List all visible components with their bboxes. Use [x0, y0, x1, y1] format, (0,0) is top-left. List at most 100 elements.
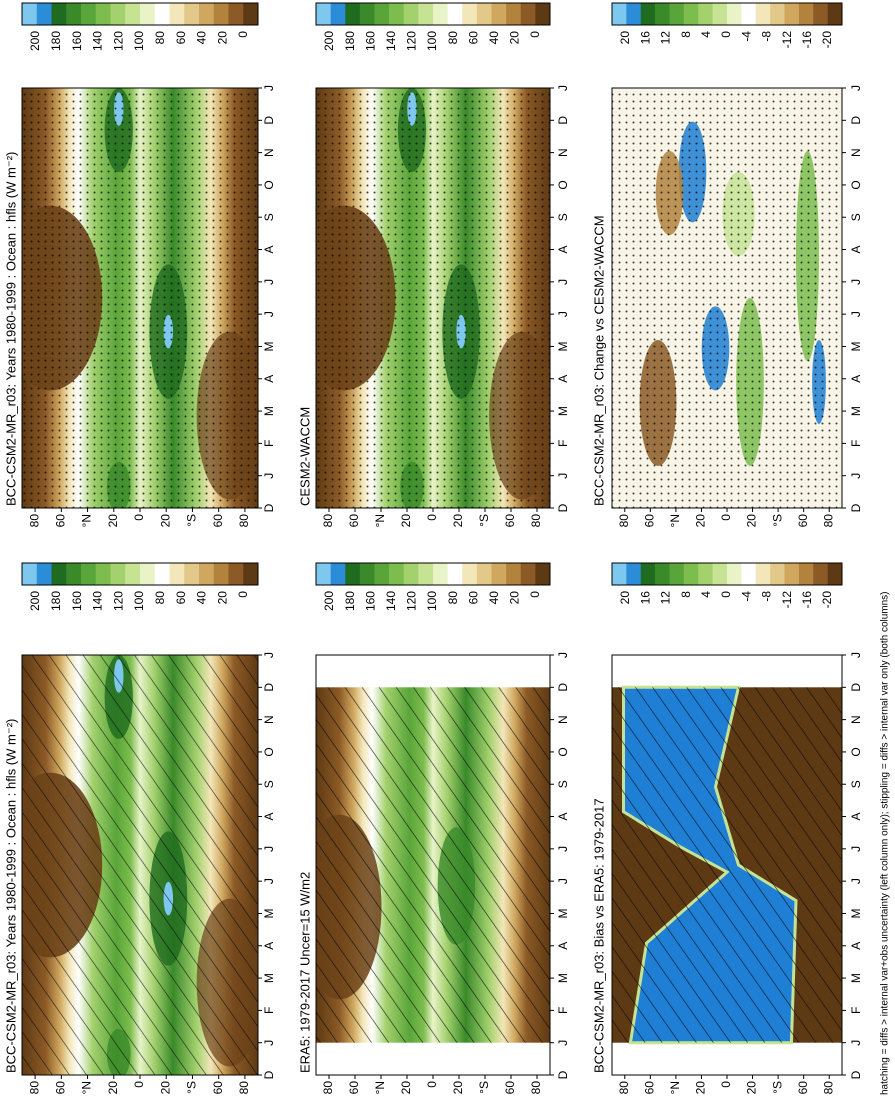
- colorbar-swatch: [813, 563, 828, 585]
- field: [22, 655, 258, 1075]
- month-label: O: [556, 180, 570, 189]
- colorbar-swatch: [228, 563, 244, 585]
- colorbar-label: 16: [638, 31, 652, 45]
- colorbar-label: 8: [679, 31, 693, 38]
- colorbar-swatch: [741, 3, 757, 25]
- panel-title: BCC-CSM2-MR_r03: Years 1980-1999 : Ocean…: [3, 152, 18, 506]
- lat-label: 80: [27, 514, 41, 528]
- lat-label: 80: [237, 1081, 251, 1095]
- lat-label: 20: [158, 1081, 172, 1095]
- colorbar-swatch: [626, 563, 642, 585]
- month-label: A: [556, 375, 570, 383]
- colorbar-label: 20: [215, 31, 229, 45]
- month-label: J: [556, 1040, 570, 1046]
- colorbar-label: 140: [384, 31, 398, 51]
- colorbar-label: 180: [343, 31, 357, 51]
- colorbar-swatch: [213, 563, 229, 585]
- colorbar-swatch: [612, 3, 627, 25]
- colorbar-swatch: [403, 3, 419, 25]
- colorbar-swatch: [655, 3, 670, 25]
- month-label: M: [262, 908, 276, 918]
- month-label: F: [849, 1007, 863, 1014]
- colorbar-swatch: [727, 563, 742, 585]
- colorbar-swatch: [784, 563, 800, 585]
- month-label: J: [849, 279, 863, 285]
- month-label: A: [849, 813, 863, 821]
- month-label: D: [262, 683, 276, 692]
- colorbar-swatch: [520, 563, 536, 585]
- colorbar-label: -20: [820, 31, 834, 49]
- colorbar-swatch: [727, 3, 742, 25]
- lat-label: 60: [643, 1081, 657, 1095]
- field: [22, 88, 258, 508]
- lat-label: 80: [529, 514, 543, 528]
- lat-label: °S: [185, 514, 199, 527]
- month-label: J: [556, 846, 570, 852]
- colorbar-swatch: [51, 3, 67, 25]
- colorbar-swatch: [433, 563, 448, 585]
- colorbar-swatch: [243, 563, 259, 585]
- month-label: M: [556, 908, 570, 918]
- colorbar-swatch: [476, 3, 492, 25]
- colorbar-label: 180: [49, 31, 63, 51]
- month-label: D: [849, 503, 863, 512]
- lat-label: 0: [425, 514, 439, 521]
- colorbar-swatch: [199, 3, 215, 25]
- colorbar-swatch: [433, 3, 448, 25]
- lat-label: 80: [617, 514, 631, 528]
- month-label: O: [262, 747, 276, 756]
- overlay: [612, 88, 842, 508]
- month-label: J: [262, 652, 276, 658]
- colorbar-swatch: [683, 563, 699, 585]
- month-label: D: [556, 683, 570, 692]
- month-label: D: [262, 1070, 276, 1079]
- lat-label: 80: [821, 514, 835, 528]
- month-label: S: [262, 213, 276, 221]
- month-label: J: [556, 279, 570, 285]
- colorbar-label: 60: [174, 31, 188, 45]
- lat-label: °N: [80, 514, 94, 527]
- month-label: J: [262, 473, 276, 479]
- colorbar-label: 40: [195, 591, 209, 605]
- month-label: J: [849, 846, 863, 852]
- lat-label: 60: [503, 1081, 517, 1095]
- colorbar-swatch: [330, 563, 346, 585]
- colorbar-label: 200: [322, 31, 336, 51]
- colorbar-label: 160: [70, 591, 84, 611]
- lat-label: °S: [185, 1081, 199, 1094]
- month-label: J: [262, 85, 276, 91]
- colorbar-swatch: [626, 3, 642, 25]
- overlay: [22, 88, 258, 508]
- field: [612, 88, 842, 508]
- colorbar-label: 8: [679, 591, 693, 598]
- month-label: M: [849, 973, 863, 983]
- panel: 200 180 160 140 120 100 80 60 40 20 0BCC-CSM2-MR_r…: [3, 2, 276, 528]
- month-label: J: [556, 473, 570, 479]
- month-label: A: [262, 375, 276, 383]
- month-label: N: [262, 148, 276, 157]
- colorbar-label: 40: [487, 31, 501, 45]
- field: [316, 655, 550, 1075]
- month-label: J: [849, 878, 863, 884]
- month-label: J: [262, 878, 276, 884]
- month-label: M: [556, 341, 570, 351]
- lat-label: °S: [770, 1081, 784, 1094]
- lat-label: 80: [321, 514, 335, 528]
- colorbar-label: 80: [153, 31, 167, 45]
- month-label: J: [556, 652, 570, 658]
- month-label: F: [262, 1007, 276, 1014]
- colorbar-label: 0: [236, 31, 250, 38]
- colorbar-swatch: [640, 563, 656, 585]
- colorbar-swatch: [36, 3, 52, 25]
- colorbar-swatch: [798, 563, 814, 585]
- colorbar-swatch: [110, 563, 126, 585]
- colorbar-swatch: [669, 3, 685, 25]
- month-label: O: [556, 747, 570, 756]
- lat-label: 80: [617, 1081, 631, 1095]
- month-label: N: [556, 148, 570, 157]
- colorbar-swatch: [827, 3, 843, 25]
- colorbar-swatch: [640, 3, 656, 25]
- colorbar-label: 12: [659, 591, 673, 605]
